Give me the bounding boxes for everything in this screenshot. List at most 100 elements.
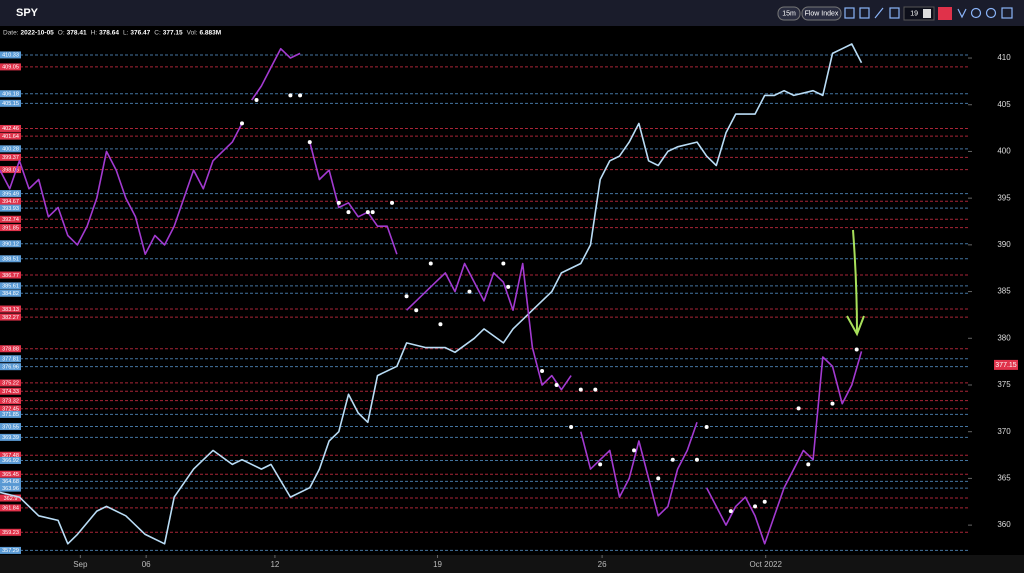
level-label-box (0, 197, 21, 205)
level-label: 401.64 (2, 134, 19, 140)
level-label: 369.39 (2, 435, 19, 441)
level-label-box (0, 282, 21, 290)
level-label: 367.48 (2, 453, 19, 459)
flow-marker (762, 499, 767, 504)
flow-marker (307, 140, 312, 145)
level-label-box (0, 345, 21, 353)
y-tick-label: 405 (997, 100, 1011, 109)
icon[interactable] (957, 8, 967, 19)
info-label: Date: (3, 30, 19, 37)
level-label: 400.28 (2, 147, 19, 153)
info-label: C: (154, 30, 161, 37)
level-label-box (0, 224, 21, 232)
level-label: 393.93 (2, 206, 19, 212)
level-label: 410.33 (2, 53, 19, 59)
icon[interactable] (985, 7, 997, 19)
icon[interactable] (859, 7, 870, 19)
level-label: 390.12 (2, 241, 19, 247)
level-label-box (0, 166, 21, 174)
level-label: 388.51 (2, 257, 19, 263)
level-label: 394.67 (2, 199, 19, 205)
info-label: H: (91, 30, 98, 37)
info-value: 6.883M (200, 30, 222, 37)
level-label: 370.55 (2, 424, 19, 430)
level-label: 392.74 (2, 217, 19, 223)
level-label-box (0, 484, 21, 492)
interval-button[interactable] (777, 6, 801, 21)
level-label: 363.96 (2, 486, 19, 492)
level-label-box (0, 423, 21, 431)
level-label-box (0, 470, 21, 478)
x-tick-label: 06 (142, 560, 151, 569)
level-label-box (0, 305, 21, 313)
level-label: 383.13 (2, 307, 19, 313)
level-label: 395.49 (2, 191, 19, 197)
level-label: 361.84 (2, 506, 19, 512)
level-label: 399.37 (2, 155, 19, 161)
level-label: 371.85 (2, 412, 19, 418)
icon[interactable] (889, 7, 900, 19)
level-label-box (0, 397, 21, 405)
level-label: 385.61 (2, 284, 19, 290)
flow-marker (501, 261, 506, 266)
x-tick-label: Oct 2022 (749, 560, 782, 569)
level-label: 364.68 (2, 479, 19, 485)
icon[interactable] (1001, 7, 1013, 19)
info-value: 2022-10-05 (21, 30, 55, 37)
info-value: 378.41 (67, 30, 87, 37)
y-tick-label: 370 (997, 427, 1011, 436)
flow-marker (656, 476, 661, 481)
spinner[interactable] (923, 9, 931, 18)
level-label-box (0, 355, 21, 363)
indicator-button[interactable] (801, 6, 842, 21)
flow-marker (598, 462, 603, 467)
symbol[interactable]: SPY (16, 7, 39, 19)
flow-marker (365, 210, 370, 215)
icon[interactable] (844, 7, 855, 19)
level-label-box (0, 153, 21, 161)
level-label-box (0, 204, 21, 212)
x-axis-area (0, 555, 1024, 573)
flow-marker (753, 504, 758, 509)
info-label: O: (58, 30, 65, 37)
flow-marker (404, 294, 409, 299)
icon[interactable] (970, 7, 982, 19)
flow-marker (336, 200, 341, 205)
level-label-box (0, 451, 21, 459)
level-label: 405.15 (2, 101, 19, 107)
level-label: 378.88 (2, 346, 19, 352)
icon[interactable] (938, 7, 952, 20)
info-label: L: (123, 30, 129, 37)
flow-marker (796, 406, 801, 411)
icon[interactable] (874, 7, 884, 19)
flow-marker (854, 347, 859, 352)
level-label: 382.27 (2, 315, 19, 321)
flow-marker (298, 93, 303, 98)
input-value: 19 (910, 10, 918, 17)
level-label-box (0, 289, 21, 297)
level-label-box (0, 240, 21, 248)
level-label-box (0, 215, 21, 223)
level-label-box (0, 456, 21, 464)
level-label-box (0, 132, 21, 140)
level-label-box (0, 145, 21, 153)
flow-marker (694, 457, 699, 462)
level-label-box (0, 271, 21, 279)
level-label-box (0, 528, 21, 536)
x-tick-label: 12 (270, 560, 279, 569)
last-price: 377.15 (995, 362, 1017, 369)
annotation-arrow (846, 229, 865, 337)
level-label-box (0, 504, 21, 512)
toolbar (0, 0, 1024, 26)
y-tick-label: 390 (997, 240, 1011, 249)
flow-marker (438, 322, 443, 327)
level-label: 386.77 (2, 273, 19, 279)
info-value: 376.47 (130, 30, 150, 37)
level-label-box (0, 405, 21, 413)
level-label-box (0, 90, 21, 98)
price-line (0, 43, 863, 545)
flow-marker (569, 425, 574, 430)
flow-marker (346, 210, 351, 215)
level-label-box (0, 313, 21, 321)
